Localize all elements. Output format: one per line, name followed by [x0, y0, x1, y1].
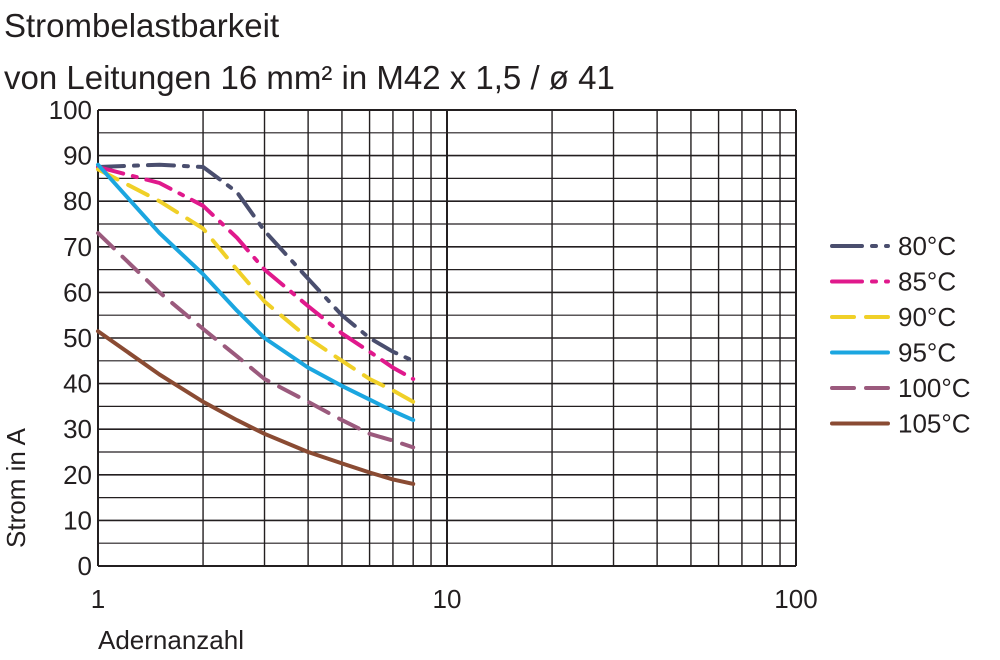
legend: 80°C 85°C 90°C 95°C 100°C 105°C	[830, 231, 971, 439]
x-tick-label: 1	[91, 584, 105, 614]
legend-label: 95°C	[898, 338, 956, 368]
x-tick-label: 100	[774, 584, 817, 614]
y-tick-label: 60	[63, 277, 92, 307]
y-tick-label: 50	[63, 323, 92, 353]
y-tick-label: 0	[78, 551, 92, 581]
y-tick-label: 70	[63, 232, 92, 262]
y-tick-label: 80	[63, 186, 92, 216]
chart-subtitle: von Leitungen 16 mm² in M42 x 1,5 / ø 41	[4, 59, 615, 96]
y-tick-label: 10	[63, 505, 92, 535]
legend-label: 85°C	[898, 267, 956, 297]
y-axis-label: Strom in A	[1, 427, 31, 548]
series-line-85C	[96, 165, 416, 381]
y-tick-label: 20	[63, 460, 92, 490]
legend-label: 90°C	[898, 302, 956, 332]
y-tick-label: 30	[63, 414, 92, 444]
y-tick-label: 90	[63, 141, 92, 171]
y-tick-label: 40	[63, 369, 92, 399]
legend-label: 80°C	[898, 231, 956, 261]
x-axis-label: Adernanzahl	[98, 625, 244, 655]
legend-label: 105°C	[898, 409, 971, 439]
y-tick-label: 100	[49, 95, 92, 125]
series-line-105C	[96, 329, 416, 486]
series-line-95C	[96, 162, 416, 423]
chart-title-block: Strombelastbarkeit von Leitungen 16 mm² …	[4, 0, 615, 104]
grid	[97, 109, 797, 567]
legend-label: 100°C	[898, 373, 971, 403]
chart-title: Strombelastbarkeit	[4, 7, 280, 44]
series-line-90C	[96, 167, 416, 404]
x-tick-label: 10	[433, 584, 462, 614]
series-lines	[96, 162, 416, 486]
series-line-80C	[96, 162, 416, 363]
series-line-100C	[96, 231, 416, 450]
